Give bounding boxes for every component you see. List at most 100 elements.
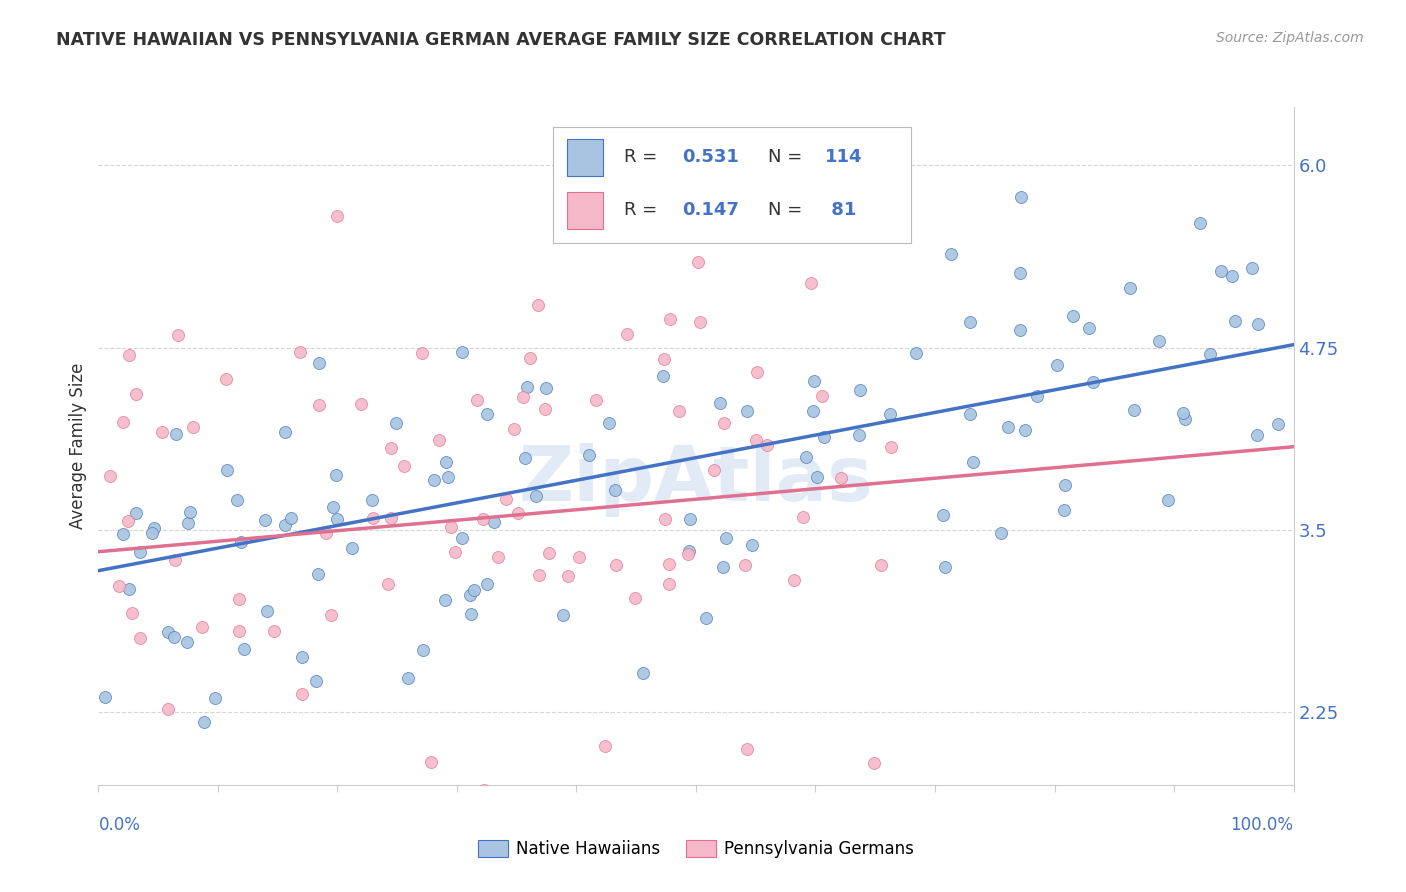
Point bbox=[803, 374, 825, 388]
Point bbox=[108, 579, 131, 593]
Point bbox=[796, 450, 818, 465]
Point bbox=[225, 493, 247, 508]
Point bbox=[280, 510, 302, 524]
Point bbox=[181, 419, 204, 434]
Point bbox=[516, 380, 538, 394]
Point bbox=[734, 205, 756, 219]
Point bbox=[534, 381, 557, 395]
Point bbox=[679, 512, 702, 526]
Point bbox=[291, 649, 314, 664]
Point bbox=[1122, 403, 1144, 417]
Point bbox=[658, 577, 681, 591]
Point bbox=[190, 620, 212, 634]
Point bbox=[714, 531, 737, 545]
Point bbox=[1246, 317, 1268, 331]
Point bbox=[440, 520, 463, 534]
Point bbox=[593, 739, 616, 754]
Point bbox=[254, 514, 277, 528]
Point bbox=[813, 430, 835, 444]
Point bbox=[322, 500, 344, 514]
Point bbox=[433, 592, 456, 607]
Point bbox=[392, 459, 415, 474]
Point bbox=[156, 625, 179, 640]
Point bbox=[472, 783, 495, 797]
Legend: Native Hawaiians, Pennsylvania Germans: Native Hawaiians, Pennsylvania Germans bbox=[471, 833, 921, 864]
Point bbox=[288, 345, 311, 359]
Point bbox=[689, 315, 711, 329]
Point bbox=[451, 345, 474, 359]
Point bbox=[308, 398, 330, 412]
Point bbox=[340, 541, 363, 555]
Text: NATIVE HAWAIIAN VS PENNSYLVANIA GERMAN AVERAGE FAMILY SIZE CORRELATION CHART: NATIVE HAWAIIAN VS PENNSYLVANIA GERMAN A… bbox=[56, 31, 946, 49]
Point bbox=[228, 624, 250, 638]
Text: Source: ZipAtlas.com: Source: ZipAtlas.com bbox=[1216, 31, 1364, 45]
Point bbox=[472, 511, 495, 525]
Point bbox=[624, 591, 647, 606]
Point bbox=[423, 474, 446, 488]
Point bbox=[495, 491, 517, 506]
Point bbox=[932, 508, 955, 522]
Point bbox=[605, 558, 627, 572]
Point bbox=[463, 582, 485, 597]
Point bbox=[830, 471, 852, 485]
Point bbox=[1222, 268, 1244, 283]
Point bbox=[179, 505, 201, 519]
Point bbox=[94, 690, 117, 704]
Point bbox=[1025, 389, 1047, 403]
Point bbox=[598, 416, 620, 430]
Point bbox=[1189, 216, 1212, 230]
Point bbox=[524, 489, 547, 503]
Point bbox=[537, 547, 560, 561]
Point bbox=[350, 397, 373, 411]
Point bbox=[305, 673, 328, 688]
Point bbox=[228, 592, 250, 607]
Point bbox=[142, 521, 165, 535]
Point bbox=[713, 416, 735, 430]
Point bbox=[810, 389, 832, 403]
Point bbox=[1062, 310, 1084, 324]
Point bbox=[880, 440, 903, 454]
Point bbox=[436, 470, 458, 484]
Point bbox=[654, 512, 676, 526]
Point bbox=[231, 535, 253, 549]
Point bbox=[512, 390, 534, 404]
Point bbox=[557, 568, 579, 582]
Point bbox=[513, 451, 536, 466]
Point bbox=[782, 573, 804, 587]
Point bbox=[326, 210, 349, 224]
Point bbox=[217, 463, 239, 477]
Point bbox=[651, 368, 673, 383]
Point bbox=[800, 276, 823, 290]
Point bbox=[117, 514, 139, 528]
Point bbox=[526, 298, 548, 312]
Point bbox=[934, 560, 956, 574]
Point bbox=[458, 588, 481, 602]
Point bbox=[377, 577, 399, 591]
Point bbox=[163, 552, 186, 566]
Point bbox=[263, 624, 285, 639]
Point bbox=[444, 545, 467, 559]
Point bbox=[659, 312, 682, 326]
Point bbox=[465, 392, 488, 407]
Point bbox=[380, 441, 402, 455]
Point bbox=[959, 407, 981, 421]
Point bbox=[1053, 503, 1076, 517]
Point bbox=[460, 607, 482, 621]
Point bbox=[1223, 314, 1246, 328]
Point bbox=[806, 469, 828, 483]
Point bbox=[533, 402, 555, 417]
Point bbox=[436, 455, 458, 469]
Point bbox=[735, 741, 758, 756]
Text: 0.0%: 0.0% bbox=[98, 816, 141, 834]
Point bbox=[702, 185, 724, 199]
Point bbox=[801, 404, 824, 418]
Point bbox=[486, 550, 509, 565]
Point bbox=[905, 346, 928, 360]
Point bbox=[118, 348, 141, 362]
Point bbox=[256, 604, 278, 618]
Point bbox=[163, 630, 186, 644]
Y-axis label: Average Family Size: Average Family Size bbox=[69, 363, 87, 529]
Point bbox=[1083, 375, 1105, 389]
Point bbox=[429, 433, 451, 447]
Point bbox=[1211, 264, 1233, 278]
